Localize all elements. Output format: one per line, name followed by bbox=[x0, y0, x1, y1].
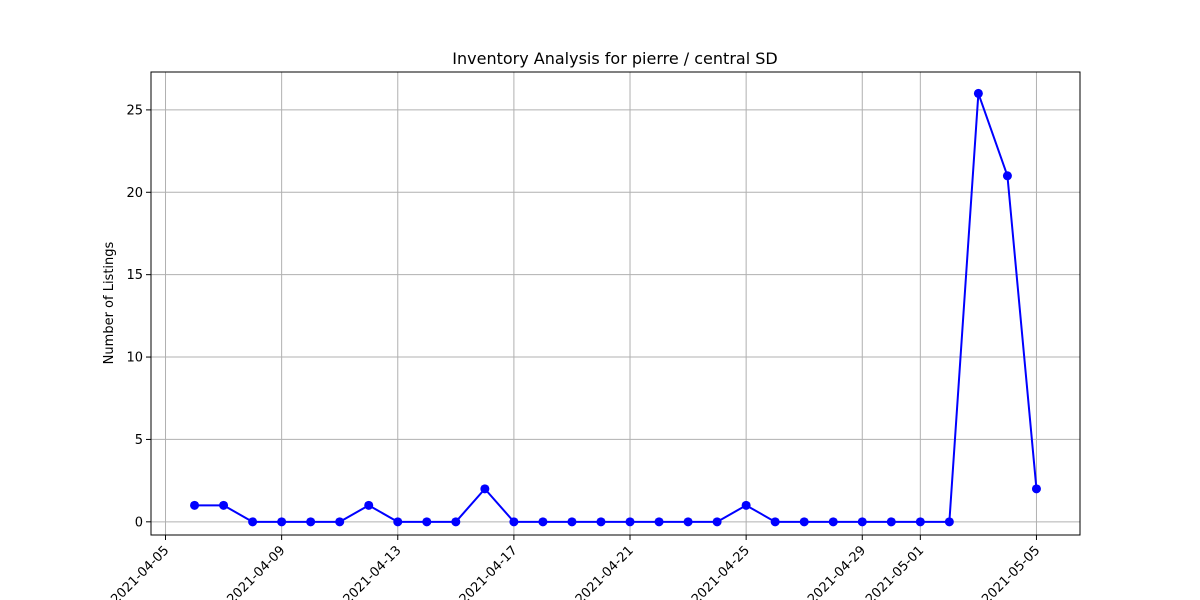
y-tick-label: 20 bbox=[126, 186, 143, 201]
data-point bbox=[277, 517, 287, 527]
x-tick-label: 2021-04-21 bbox=[573, 543, 637, 600]
x-tick-label: 2021-05-05 bbox=[979, 543, 1043, 600]
data-point bbox=[567, 517, 577, 527]
data-point bbox=[741, 500, 751, 510]
data-point bbox=[480, 484, 490, 494]
data-point bbox=[944, 517, 954, 527]
axis-ticks: 2021-04-05 2021-04-09 2021-04-13 2021-04-17… bbox=[108, 103, 1043, 600]
data-point bbox=[248, 517, 258, 527]
data-point bbox=[596, 517, 606, 527]
y-tick-label: 15 bbox=[126, 268, 143, 283]
y-axis-label: Number of Listings bbox=[102, 241, 117, 364]
data-series bbox=[190, 88, 1041, 527]
data-point bbox=[683, 517, 693, 527]
axes-frame bbox=[150, 71, 1081, 536]
data-point bbox=[364, 500, 374, 510]
y-tick-label: 5 bbox=[135, 433, 143, 448]
data-point bbox=[712, 517, 722, 527]
x-tick-label: 2021-04-09 bbox=[224, 543, 288, 600]
data-point bbox=[1031, 484, 1041, 494]
data-point bbox=[973, 88, 983, 98]
x-tick-label: 2021-05-01 bbox=[863, 543, 927, 600]
series-line bbox=[194, 93, 1038, 523]
data-point bbox=[857, 517, 867, 527]
data-point bbox=[451, 517, 461, 527]
data-point bbox=[422, 517, 432, 527]
data-point bbox=[509, 517, 519, 527]
data-point bbox=[219, 500, 229, 510]
x-tick-label: 2021-04-29 bbox=[805, 543, 869, 600]
y-tick-label: 0 bbox=[135, 515, 143, 530]
data-point bbox=[654, 517, 664, 527]
grid-lines bbox=[151, 72, 1080, 535]
data-point bbox=[538, 517, 548, 527]
data-point bbox=[625, 517, 635, 527]
data-point bbox=[828, 517, 838, 527]
data-point bbox=[799, 517, 809, 527]
data-point bbox=[306, 517, 316, 527]
y-tick-label: 10 bbox=[126, 351, 143, 366]
x-tick-label: 2021-04-13 bbox=[341, 543, 405, 600]
data-point bbox=[393, 517, 403, 527]
chart-title: Inventory Analysis for pierre / central … bbox=[452, 49, 777, 68]
data-point bbox=[770, 517, 780, 527]
data-point bbox=[190, 500, 200, 510]
x-tick-label: 2021-04-17 bbox=[457, 543, 521, 600]
y-tick-label: 25 bbox=[126, 103, 143, 118]
data-point bbox=[915, 517, 925, 527]
data-point bbox=[1002, 171, 1012, 181]
x-tick-label: 2021-04-05 bbox=[108, 543, 172, 600]
x-tick-label: 2021-04-25 bbox=[689, 543, 753, 600]
data-point bbox=[335, 517, 345, 527]
data-point bbox=[886, 517, 896, 527]
